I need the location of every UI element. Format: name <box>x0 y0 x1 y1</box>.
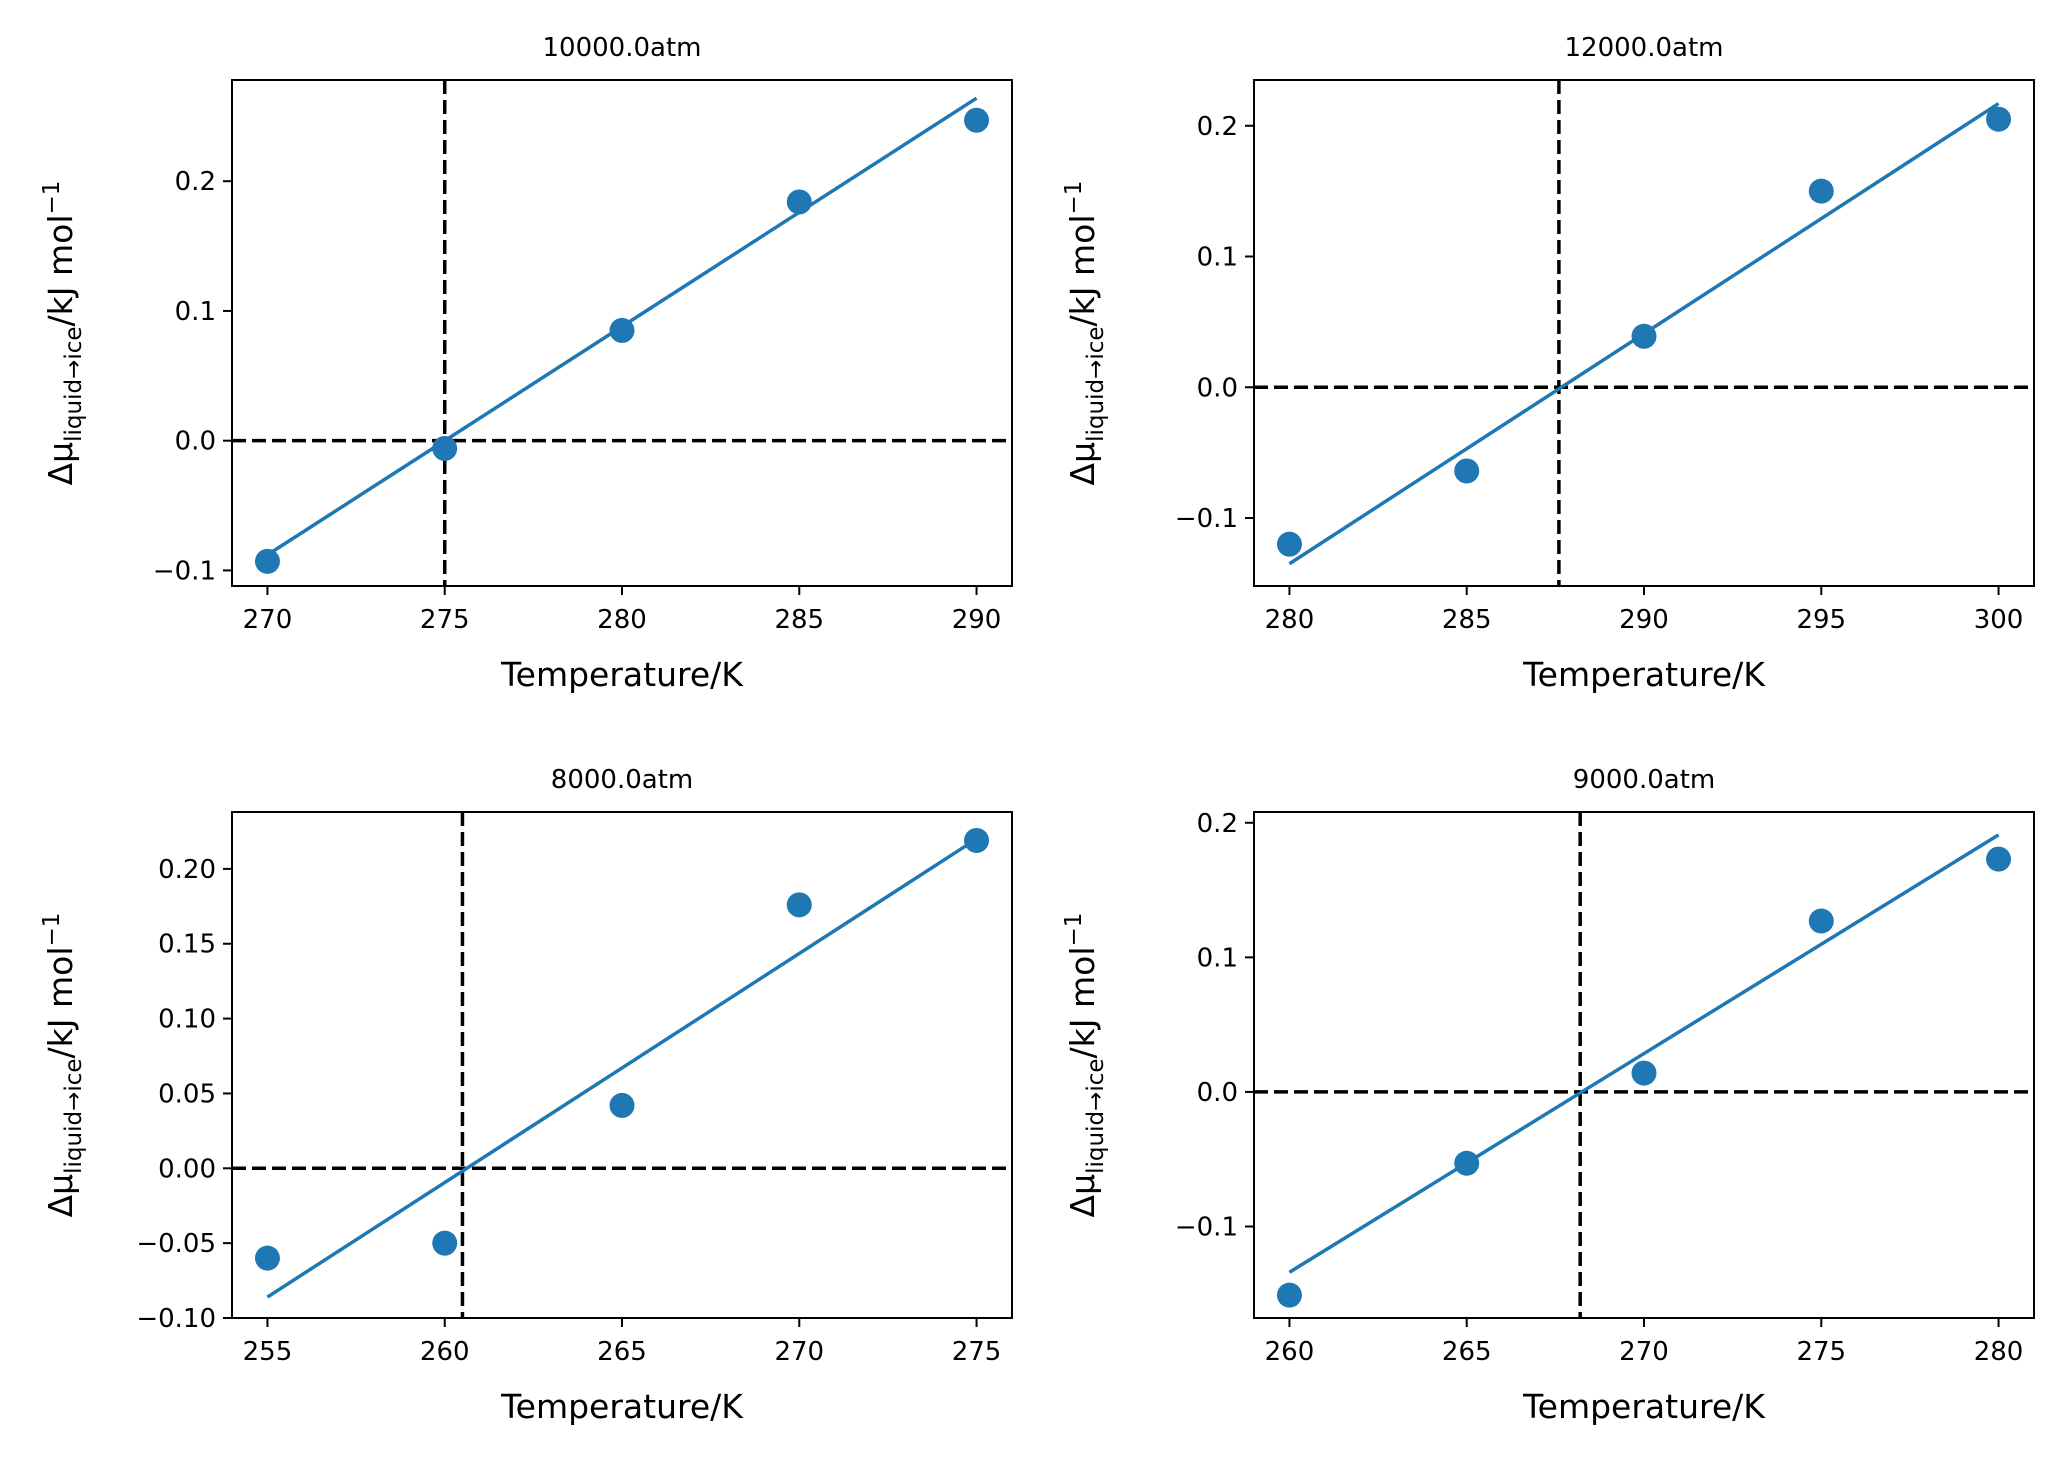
x-tick-label: 275 <box>1796 1337 1846 1367</box>
fit-line <box>1289 835 1998 1272</box>
y-tick-label: 0.15 <box>158 930 216 960</box>
data-point <box>1986 107 2011 132</box>
x-axis-label: Temperature/K <box>500 1387 744 1426</box>
x-tick-label: 260 <box>420 1337 470 1367</box>
y-axis-label: Δμliquid→ice/kJ mol−1 <box>1061 181 1109 486</box>
y-tick-label: 0.00 <box>158 1154 216 1184</box>
x-tick-label: 270 <box>243 605 293 635</box>
y-tick-label: 0.1 <box>1197 243 1238 273</box>
y-tick-label: 0.05 <box>158 1079 216 1109</box>
x-tick-label: 280 <box>597 605 647 635</box>
y-tick-label: −0.1 <box>153 556 216 586</box>
data-point <box>1454 1151 1479 1176</box>
x-tick-label: 290 <box>1619 605 1669 635</box>
y-axis-label: Δμliquid→ice/kJ mol−1 <box>39 181 87 486</box>
y-tick-label: 0.2 <box>175 167 216 197</box>
x-tick-label: 270 <box>774 1337 824 1367</box>
panel-title: 12000.0atm <box>1565 33 1724 63</box>
data-point <box>1986 847 2011 872</box>
data-point <box>1454 458 1479 483</box>
y-tick-label: −0.10 <box>136 1304 216 1334</box>
data-point <box>432 1231 457 1256</box>
y-tick-label: 0.1 <box>1197 943 1238 973</box>
panel-title: 9000.0atm <box>1573 765 1715 795</box>
y-tick-label: −0.05 <box>136 1229 216 1259</box>
x-tick-label: 280 <box>1265 605 1315 635</box>
x-axis-label: Temperature/K <box>500 655 744 694</box>
data-point <box>255 549 280 574</box>
data-point <box>787 189 812 214</box>
y-tick-label: −0.1 <box>1175 1212 1238 1242</box>
panel-3: 255 260 265 270 275 −0.10 −0.05 0.00 0.05 0.10 0.1… <box>39 765 1012 1426</box>
x-tick-label: 300 <box>1974 605 2024 635</box>
x-tick-label: 260 <box>1265 1337 1315 1367</box>
x-tick-label: 285 <box>774 605 824 635</box>
plot-area <box>1254 80 2034 586</box>
x-tick-label: 290 <box>952 605 1002 635</box>
panel-1: 270 275 280 285 290 −0.1 0.0 0.1 0.2 10000.0atm Te… <box>39 33 1012 694</box>
data-point <box>1809 179 1834 204</box>
data-point <box>1632 1061 1657 1086</box>
y-tick-label: 0.0 <box>175 427 216 457</box>
data-point <box>1277 532 1302 557</box>
data-point <box>1809 909 1834 934</box>
x-tick-label: 280 <box>1974 1337 2024 1367</box>
x-tick-label: 295 <box>1796 605 1846 635</box>
y-tick-label: 0.2 <box>1197 809 1238 839</box>
x-tick-label: 255 <box>243 1337 293 1367</box>
x-tick-label: 270 <box>1619 1337 1669 1367</box>
data-point <box>255 1246 280 1271</box>
data-point <box>964 108 989 133</box>
y-tick-label: 0.1 <box>175 297 216 327</box>
y-axis-label: Δμliquid→ice/kJ mol−1 <box>1061 913 1109 1218</box>
data-point <box>964 828 989 853</box>
data-point <box>610 1093 635 1118</box>
x-tick-label: 285 <box>1442 605 1492 635</box>
y-axis-label: Δμliquid→ice/kJ mol−1 <box>39 913 87 1218</box>
panel-title: 10000.0atm <box>543 33 702 63</box>
data-point <box>610 318 635 343</box>
plot-area <box>232 812 1012 1318</box>
panel-4: 260 265 270 275 280 −0.1 0.0 0.1 0.2 9000.0atm Tem… <box>1061 765 2034 1426</box>
x-tick-label: 265 <box>597 1337 647 1367</box>
x-tick-label: 275 <box>952 1337 1002 1367</box>
y-tick-label: 0.10 <box>158 1005 216 1035</box>
x-axis-label: Temperature/K <box>1522 655 1766 694</box>
fit-line <box>267 839 976 1297</box>
panel-title: 8000.0atm <box>551 765 693 795</box>
data-point <box>432 436 457 461</box>
plot-area <box>1254 812 2034 1318</box>
y-tick-label: 0.0 <box>1197 373 1238 403</box>
data-point <box>787 892 812 917</box>
y-tick-label: 0.2 <box>1197 112 1238 142</box>
y-tick-label: 0.20 <box>158 855 216 885</box>
x-tick-label: 265 <box>1442 1337 1492 1367</box>
x-axis-label: Temperature/K <box>1522 1387 1766 1426</box>
data-point <box>1632 324 1657 349</box>
x-tick-label: 275 <box>420 605 470 635</box>
plot-area <box>232 80 1012 586</box>
data-point <box>1277 1283 1302 1308</box>
panel-2: 280 285 290 295 300 −0.1 0.0 0.1 0.2 12000.0atm Te… <box>1061 33 2034 694</box>
y-tick-label: −0.1 <box>1175 504 1238 534</box>
y-tick-label: 0.0 <box>1197 1078 1238 1108</box>
axes-frame <box>232 812 1012 1318</box>
